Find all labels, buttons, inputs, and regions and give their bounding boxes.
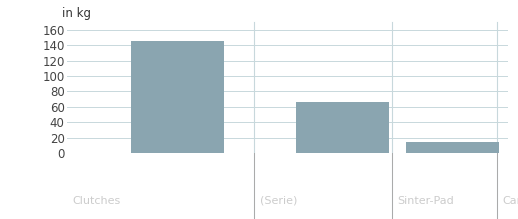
Bar <box>131 41 224 153</box>
Text: RCS 3/140: RCS 3/140 <box>502 167 518 177</box>
Text: RCS 2/200: RCS 2/200 <box>397 167 455 177</box>
Text: GMF 1/240: GMF 1/240 <box>260 167 320 177</box>
Text: (Serie): (Serie) <box>260 196 297 206</box>
Text: Carbon: Carbon <box>502 196 518 206</box>
Bar <box>296 102 390 153</box>
Text: Sinter-Pad: Sinter-Pad <box>397 196 454 206</box>
Text: in kg: in kg <box>62 7 91 20</box>
Text: Kupplungen: Kupplungen <box>73 167 148 177</box>
Bar <box>406 143 499 153</box>
Text: Clutches: Clutches <box>73 196 121 206</box>
